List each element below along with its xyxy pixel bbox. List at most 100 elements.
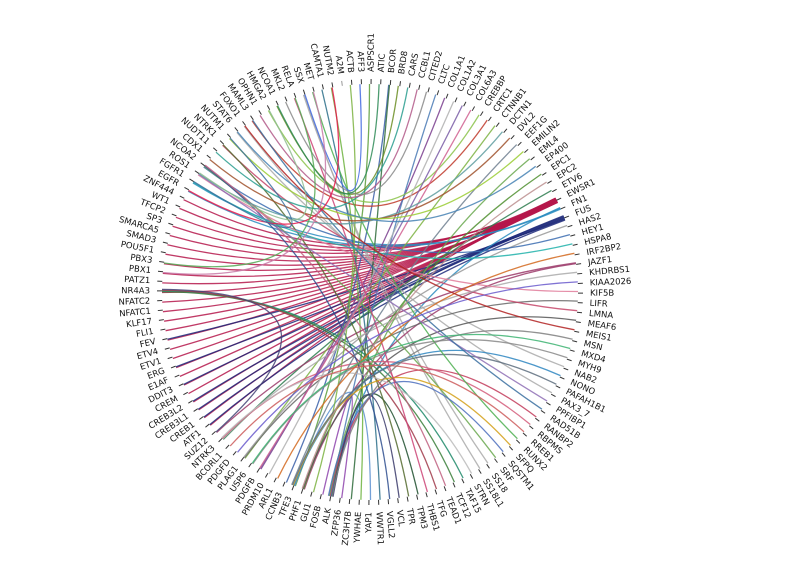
node-tick bbox=[274, 478, 276, 482]
node-tick bbox=[509, 446, 512, 450]
node-tick bbox=[194, 409, 198, 412]
node-label: NFATC2 bbox=[118, 297, 150, 308]
node-tick bbox=[570, 350, 575, 351]
node-tick bbox=[400, 81, 401, 86]
node-tick bbox=[311, 492, 312, 497]
node-label: KIAA2026 bbox=[590, 277, 632, 289]
node-tick bbox=[322, 84, 323, 89]
node-tick bbox=[435, 490, 437, 495]
node-tick bbox=[488, 117, 491, 121]
node-tick bbox=[339, 498, 340, 503]
node-tick bbox=[453, 483, 455, 488]
node-tick bbox=[502, 453, 505, 457]
node-label: KIF5B bbox=[590, 289, 614, 299]
node-label: ATIC bbox=[377, 53, 388, 72]
node-tick bbox=[409, 83, 410, 88]
node-tick bbox=[516, 440, 520, 444]
node-tick bbox=[213, 148, 217, 151]
node-tick bbox=[479, 469, 482, 473]
node-tick bbox=[184, 187, 188, 189]
node-tick bbox=[573, 244, 578, 245]
node-tick bbox=[267, 105, 269, 109]
chord bbox=[278, 84, 380, 194]
node-tick bbox=[162, 339, 167, 340]
node-label: AFF3 bbox=[355, 51, 366, 72]
node-tick bbox=[455, 98, 457, 103]
node-tick bbox=[552, 189, 556, 191]
node-tick bbox=[179, 384, 183, 386]
node-tick bbox=[496, 123, 499, 127]
node-tick bbox=[464, 102, 466, 106]
node-tick bbox=[176, 205, 181, 207]
chord bbox=[253, 340, 568, 464]
node-tick bbox=[201, 163, 205, 166]
chord bbox=[333, 395, 399, 498]
node-tick bbox=[243, 121, 246, 125]
node-tick bbox=[205, 424, 209, 427]
node-tick bbox=[570, 235, 575, 236]
node-tick bbox=[428, 87, 429, 92]
node-tick bbox=[313, 87, 314, 92]
node-tick bbox=[168, 357, 173, 359]
node-tick bbox=[171, 366, 176, 368]
node-tick bbox=[168, 223, 173, 225]
node-tick bbox=[531, 157, 535, 160]
node-tick bbox=[547, 181, 551, 184]
node-tick bbox=[504, 129, 507, 133]
node-tick bbox=[189, 179, 193, 182]
node-tick bbox=[227, 134, 230, 138]
node-tick bbox=[172, 214, 177, 216]
node-tick bbox=[165, 233, 170, 234]
node-tick bbox=[226, 445, 229, 449]
node-tick bbox=[541, 410, 545, 413]
node-tick bbox=[446, 94, 448, 99]
node-label: YAP1 bbox=[364, 512, 374, 534]
node-tick bbox=[330, 496, 331, 501]
node-tick bbox=[159, 320, 164, 321]
node-tick bbox=[560, 377, 565, 379]
node-tick bbox=[180, 196, 184, 198]
node-tick bbox=[407, 497, 408, 502]
node-tick bbox=[494, 459, 497, 463]
chord bbox=[223, 272, 577, 439]
node-tick bbox=[294, 93, 296, 98]
node-tick bbox=[249, 463, 252, 467]
node-tick bbox=[220, 141, 224, 145]
node-tick bbox=[567, 359, 572, 361]
node-label: WWTR1 bbox=[374, 512, 385, 546]
node-tick bbox=[259, 110, 262, 114]
node-tick bbox=[564, 216, 569, 218]
node-tick bbox=[265, 473, 267, 477]
node-tick bbox=[332, 82, 333, 87]
node-tick bbox=[233, 451, 236, 455]
node-tick bbox=[241, 457, 244, 461]
node-tick bbox=[160, 329, 165, 330]
node-tick bbox=[542, 173, 546, 176]
node-tick bbox=[276, 101, 278, 105]
node-tick bbox=[470, 474, 472, 478]
node-tick bbox=[537, 165, 541, 168]
node-tick bbox=[557, 198, 561, 200]
node-tick bbox=[188, 401, 192, 404]
node-tick bbox=[303, 90, 305, 95]
node-label: LIFR bbox=[589, 299, 608, 310]
node-label: YWHAE bbox=[353, 511, 365, 544]
chords bbox=[162, 84, 578, 500]
node-tick bbox=[523, 433, 527, 436]
node-tick bbox=[551, 394, 555, 396]
node-tick bbox=[472, 106, 474, 110]
node-tick bbox=[163, 242, 168, 243]
node-label: PATZ1 bbox=[124, 275, 151, 286]
node-tick bbox=[524, 149, 528, 152]
node-tick bbox=[257, 468, 260, 472]
node-tick bbox=[292, 486, 294, 491]
node-label: VGLL2 bbox=[384, 511, 396, 539]
node-tick bbox=[511, 135, 514, 139]
node-tick bbox=[283, 482, 285, 487]
node-tick bbox=[529, 426, 533, 429]
node-tick bbox=[556, 386, 560, 388]
node-tick bbox=[487, 464, 490, 468]
node-tick bbox=[535, 418, 539, 421]
